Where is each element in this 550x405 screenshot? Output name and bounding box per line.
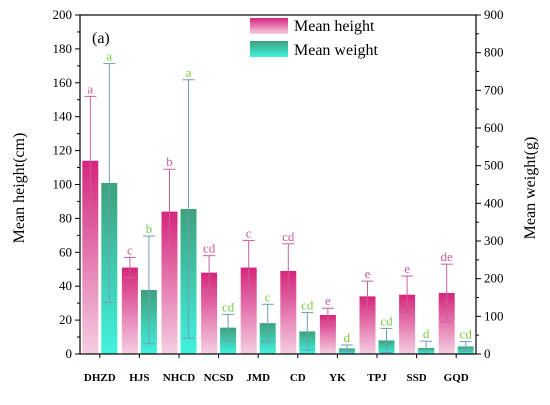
x-tick-label: NHCD [163,372,195,384]
y-right-tick-label: 800 [484,45,504,60]
bar-mean-height [359,296,376,354]
x-tick-label: CD [290,372,306,384]
y-right-tick-label: 600 [484,120,504,135]
legend: Mean height Mean weight [250,18,379,59]
y-left-tick-label: 180 [53,41,73,56]
y-axis-left-title: Mean height(cm) [11,133,28,244]
bar-mean-height [240,267,257,354]
significance-letter: e [365,266,371,281]
legend-label-mean-weight: Mean weight [294,42,379,59]
bar-mean-height [319,315,336,354]
significance-letter: a [186,65,192,80]
significance-letter: cd [222,299,235,314]
plot-frame [79,14,477,355]
legend-label-mean-height: Mean height [294,18,375,35]
bar-mean-height [280,270,297,354]
significance-letter: b [146,221,153,236]
x-tick-label: DHZD [84,372,116,384]
significance-letter: b [166,154,173,169]
significance-letter: a [87,81,93,96]
significance-letter: de [441,249,454,264]
x-tick-label: SSD [407,372,427,384]
y-left-tick-label: 60 [59,244,72,259]
y-right-tick-label: 500 [484,158,504,173]
significance-letter: e [325,293,331,308]
significance-letter: a [106,49,112,64]
significance-letter: c [265,289,271,304]
bar-mean-height [121,267,138,354]
significance-letter: c [246,225,252,240]
x-tick-label: NCSD [204,372,234,384]
y-right-tick-label: 200 [484,271,504,286]
x-tick-label: TPJ [367,372,387,384]
y-left-tick-label: 0 [66,346,73,361]
y-right-tick-label: 700 [484,82,504,97]
significance-letter: cd [301,298,314,313]
y-right-tick-label: 400 [484,195,504,210]
bar-mean-height [438,292,455,354]
significance-letter: cd [460,327,473,342]
y-left-tick-label: 160 [53,75,73,90]
significance-letter: c [127,242,133,257]
legend-swatch-mean-height [250,18,288,34]
y-left-tick-label: 200 [53,7,73,22]
significance-letter: d [423,326,430,341]
y-right-tick-label: 900 [484,7,504,22]
legend-swatch-mean-weight [250,41,288,57]
y-left-tick-label: 140 [53,109,73,124]
y-left-tick-label: 100 [53,177,73,192]
significance-letter: d [344,330,351,345]
x-tick-label: HJS [129,372,149,384]
significance-letter: e [404,261,410,276]
x-tick-label: YK [329,372,346,384]
significance-letter: cd [380,313,393,328]
y-right-tick-label: 100 [484,308,504,323]
y-right-tick-label: 300 [484,233,504,248]
x-tick-label: JMD [246,372,270,384]
x-tick-label: GQD [444,372,469,384]
bar-mean-height [399,294,416,354]
y-left-tick-label: 120 [53,143,73,158]
bar-mean-height [161,211,178,354]
y-right-tick-label: 0 [484,346,491,361]
bar-mean-height [82,160,99,354]
bar-mean-height [201,272,218,354]
y-left-tick-label: 20 [59,312,72,327]
y-left-tick-label: 40 [59,278,72,293]
y-axis-right-title: Mean weight(g) [522,137,539,240]
y-left-tick-label: 80 [59,210,72,225]
panel-label: (a) [92,30,110,47]
significance-letter: cd [282,229,295,244]
significance-letter: cd [203,241,216,256]
